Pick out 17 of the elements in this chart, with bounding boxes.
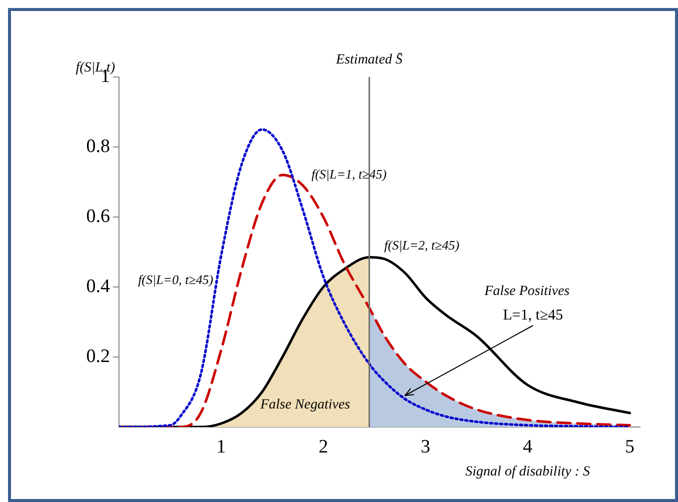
y-tick-label: 0.6 [86, 206, 110, 227]
ref-line-label: Estimated S̄ [335, 52, 403, 68]
y-tick-label: 0.8 [86, 136, 110, 157]
x-tick-label: 5 [625, 436, 635, 458]
x-tick-label: 2 [318, 436, 328, 458]
annotation: False Positives [483, 284, 570, 300]
series-label: False Negatives [259, 398, 351, 413]
y-tick-label: 0.4 [86, 276, 110, 297]
x-tick-label: 4 [522, 436, 533, 458]
annotation: f(S|L=2, t≥45) [384, 238, 460, 253]
x-axis-title: Signal of disability : S [465, 464, 590, 480]
x-tick-label: 1 [216, 436, 226, 458]
annotation: L=1, t≥45 [503, 307, 564, 324]
annotation: f(S|L=0, t≥45) [138, 272, 214, 287]
x-tick-label: 3 [420, 436, 430, 458]
line-series [119, 128, 632, 427]
y-tick-label: 0.2 [86, 346, 110, 367]
